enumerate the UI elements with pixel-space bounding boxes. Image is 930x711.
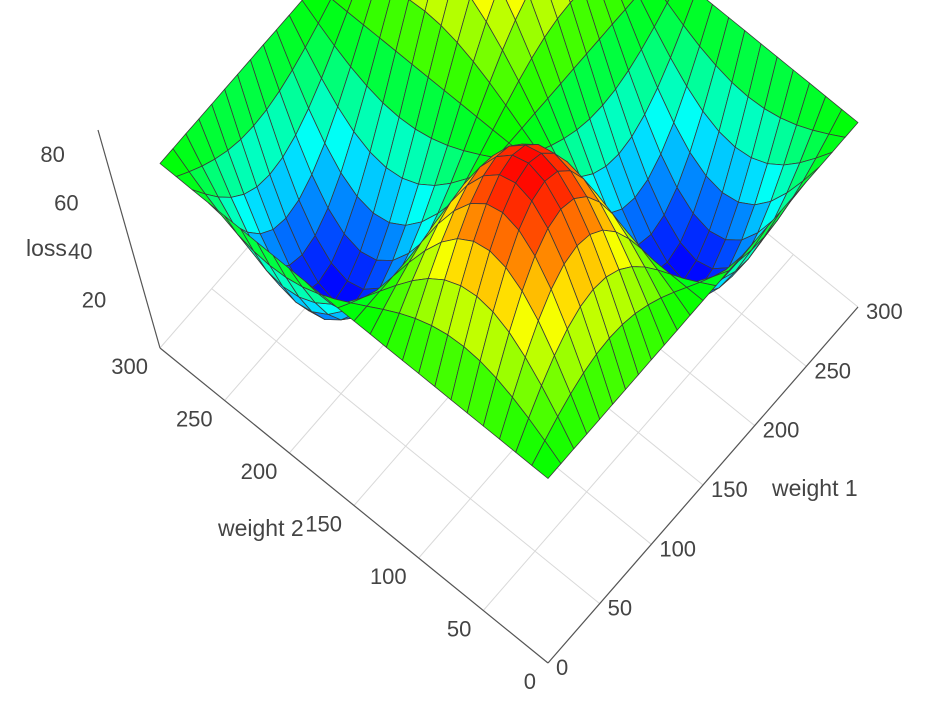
x-tick-label: 300 (866, 299, 903, 324)
y-tick-label: 200 (241, 459, 278, 484)
x-tick-label: 100 (659, 536, 696, 561)
z-tick-label: 60 (54, 191, 78, 216)
y-tick-label: 250 (176, 407, 213, 432)
x-tick-label: 0 (556, 655, 568, 680)
z-axis-title: loss (26, 235, 67, 261)
axis-labels: weight 1 weight 2 loss (26, 235, 858, 541)
x-tick-label: 250 (814, 358, 851, 383)
y-tick-label: 150 (305, 512, 342, 537)
z-tick-label: 80 (40, 142, 64, 167)
x-axis-title: weight 1 (771, 475, 858, 501)
x-axis-line (547, 306, 859, 664)
y-tick-label: 50 (447, 617, 471, 642)
y-tick-label: 100 (370, 564, 407, 589)
x-tick-label: 200 (763, 418, 800, 443)
grid-line-weight2-1 (482, 254, 794, 611)
x-tick-label: 50 (608, 596, 632, 621)
z-axis-line (97, 129, 161, 349)
z-tick-label: 40 (68, 239, 92, 264)
x-tick-label: 150 (711, 477, 748, 502)
y-tick-label: 300 (111, 354, 148, 379)
surface-facet (531, 440, 562, 479)
axes: 0 50 100 150 200 250 300 0 50 100 150 200 250 300 20 40… (40, 129, 903, 694)
y-tick-label: 0 (524, 669, 536, 694)
surface-mesh (159, 0, 859, 479)
z-tick-label: 20 (82, 288, 106, 313)
y-axis-line (159, 347, 549, 664)
y-axis-title: weight 2 (217, 515, 304, 541)
